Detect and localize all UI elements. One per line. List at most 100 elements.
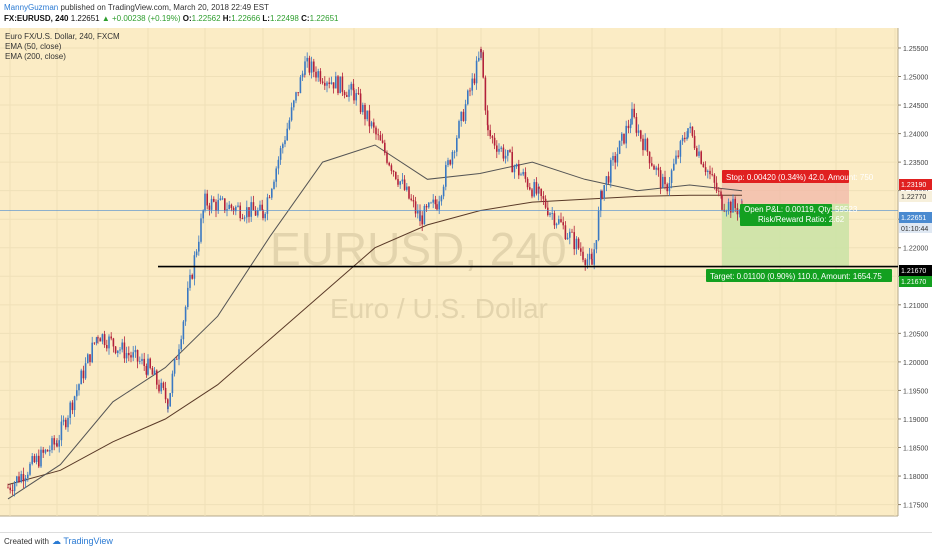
candle-body <box>208 205 211 210</box>
candle-body <box>540 188 542 197</box>
candle-body <box>379 135 382 141</box>
candle-body <box>711 174 713 176</box>
candle-body <box>651 163 653 166</box>
candle-body <box>500 147 502 149</box>
candle-body <box>384 142 386 153</box>
candle-body <box>332 82 335 89</box>
candle-body <box>668 182 671 192</box>
candle-body <box>139 360 141 362</box>
candle-body <box>603 185 605 199</box>
candle-body <box>176 358 178 360</box>
candle-body <box>141 358 143 361</box>
candle-body <box>213 198 215 202</box>
candle-body <box>134 350 137 353</box>
candle-body <box>182 321 185 340</box>
candle-body <box>106 345 108 349</box>
candle-body <box>700 151 702 164</box>
low-value: 1.22498 <box>269 14 299 23</box>
candle-body <box>414 201 417 214</box>
candle-body <box>417 210 419 214</box>
candle-body <box>496 145 498 152</box>
candle-body <box>623 133 625 144</box>
tradingview-brand[interactable]: ☁ TradingView <box>52 536 113 546</box>
candle-body <box>315 71 317 78</box>
chart-canvas[interactable]: EURUSD, 240 Euro / U.S. Dollar 1.255001.… <box>0 28 932 527</box>
candle-body <box>297 92 299 94</box>
candle-body <box>467 90 469 105</box>
candle-body <box>368 110 371 127</box>
candle-body <box>535 182 538 194</box>
candle-body <box>698 151 700 156</box>
countdown-text: 01:10:44 <box>901 226 928 233</box>
candle-body <box>243 217 246 219</box>
candle-body <box>257 210 259 216</box>
candle-body <box>412 199 415 202</box>
candle-body <box>597 210 600 240</box>
candle-body <box>275 168 277 182</box>
candle-body <box>171 373 174 394</box>
candle-body <box>330 82 333 84</box>
candle-body <box>167 406 169 410</box>
candle-body <box>547 207 549 216</box>
candle-body <box>158 384 160 392</box>
candle-body <box>306 57 308 62</box>
candle-body <box>738 209 741 215</box>
candle-body <box>482 52 484 78</box>
candle-body <box>273 181 275 189</box>
candle-body <box>324 82 326 86</box>
y-tick-label: 1.24000 <box>903 132 928 139</box>
y-tick-label: 1.18000 <box>903 474 928 481</box>
candle-body <box>553 213 556 226</box>
chart-area[interactable]: EURUSD, 240 Euro / U.S. Dollar 1.25500 1.… <box>0 28 932 527</box>
candle-body <box>436 204 438 210</box>
author-link[interactable]: MannyGuzman <box>4 3 59 12</box>
candle-body <box>328 82 330 84</box>
candle-body <box>564 225 567 240</box>
candle-body <box>736 208 739 215</box>
candle-body <box>730 201 732 213</box>
candle-body <box>130 355 132 358</box>
candle-body <box>277 159 280 169</box>
candle-body <box>353 90 355 101</box>
candle-body <box>447 160 449 166</box>
candle-body <box>388 162 390 166</box>
candle-body <box>410 198 412 200</box>
high-value: 1.22666 <box>231 14 261 23</box>
candle-body <box>560 219 562 223</box>
candle-body <box>76 390 78 397</box>
candle-body <box>390 165 393 171</box>
candle-body <box>67 417 69 428</box>
candle-body <box>442 186 445 197</box>
candle-body <box>202 210 204 219</box>
candle-body <box>112 338 115 347</box>
open-label: O: <box>182 14 192 23</box>
candle-body <box>337 76 339 94</box>
candle-body <box>644 138 646 151</box>
candle-body <box>675 155 677 164</box>
candle-body <box>571 231 573 233</box>
candle-body <box>673 163 675 171</box>
candle-body <box>259 204 261 211</box>
candle-body <box>24 477 27 482</box>
ohlc-line: FX:EURUSD, 240 1.22651 ▲ +0.00238 (+0.19… <box>4 14 338 23</box>
publish-info: MannyGuzman published on TradingView.com… <box>4 3 269 12</box>
candle-body <box>469 90 471 92</box>
candle-body <box>108 336 110 349</box>
price-change: ▲ +0.00238 (+0.19%) <box>101 14 181 23</box>
position-annotations: Stop: 0.00420 (0.34%) 42.0, Amount: 750 … <box>706 170 892 282</box>
candle-body <box>42 449 44 453</box>
ema200-path <box>7 194 742 486</box>
candle-body <box>513 166 516 173</box>
footer: Created with ☁ TradingView <box>0 532 932 551</box>
candle-body <box>616 153 619 163</box>
target-price-text: 1.21670 <box>901 279 926 286</box>
candle-body <box>419 215 421 222</box>
last-price: 1.22651 <box>70 14 100 23</box>
candle-body <box>304 61 306 75</box>
candle-body <box>295 92 297 101</box>
candle-body <box>191 274 193 279</box>
candle-body <box>493 137 496 146</box>
candle-body <box>529 187 531 190</box>
candle-body <box>595 239 598 250</box>
candle-body <box>95 337 98 343</box>
